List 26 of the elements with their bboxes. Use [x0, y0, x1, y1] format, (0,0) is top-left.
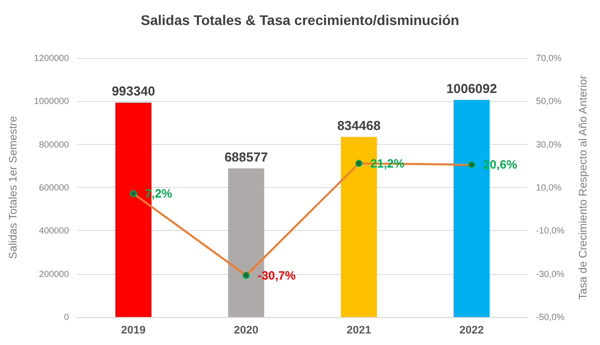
y-tick-label: 800000 [38, 139, 69, 150]
x-tick-label: 2022 [459, 324, 484, 336]
data-label: -30,7% [258, 268, 296, 282]
y-tick-label: 200000 [38, 268, 69, 279]
y2-tick-label: 70,0% [536, 53, 562, 63]
y2-tick-label: 10,0% [536, 182, 562, 192]
y-tick-label: 1200000 [34, 53, 69, 63]
chart-title: Salidas Totales & Tasa crecimiento/disminución [140, 12, 460, 28]
y-axis-title: Salidas Totales 1er Semestre [8, 116, 20, 259]
y-tick-label: 0 [64, 312, 69, 322]
data-label: 993340 [112, 84, 156, 99]
data-label: 688577 [224, 149, 268, 164]
y-tick-label: 600000 [38, 182, 69, 192]
y2-tick-label: -50,0% [536, 312, 565, 322]
y-tick-label: 400000 [38, 226, 69, 236]
y2-tick-label: 30,0% [536, 139, 562, 150]
data-label: 1006092 [446, 80, 497, 96]
x-tick-label: 2020 [234, 324, 258, 336]
x-tick-label: 2021 [346, 324, 372, 336]
y2-tick-label: -30,0% [536, 268, 565, 279]
y2-tick-label: 50,0% [536, 96, 562, 106]
y2-tick-label: -10,0% [536, 226, 565, 236]
y2-axis-title: Tasa de Crecimiento Respecto al Año Anterior [578, 74, 590, 300]
x-tick-label: 2019 [121, 324, 146, 336]
data-label: 834468 [337, 118, 381, 133]
y-tick-label: 1000000 [34, 96, 69, 106]
